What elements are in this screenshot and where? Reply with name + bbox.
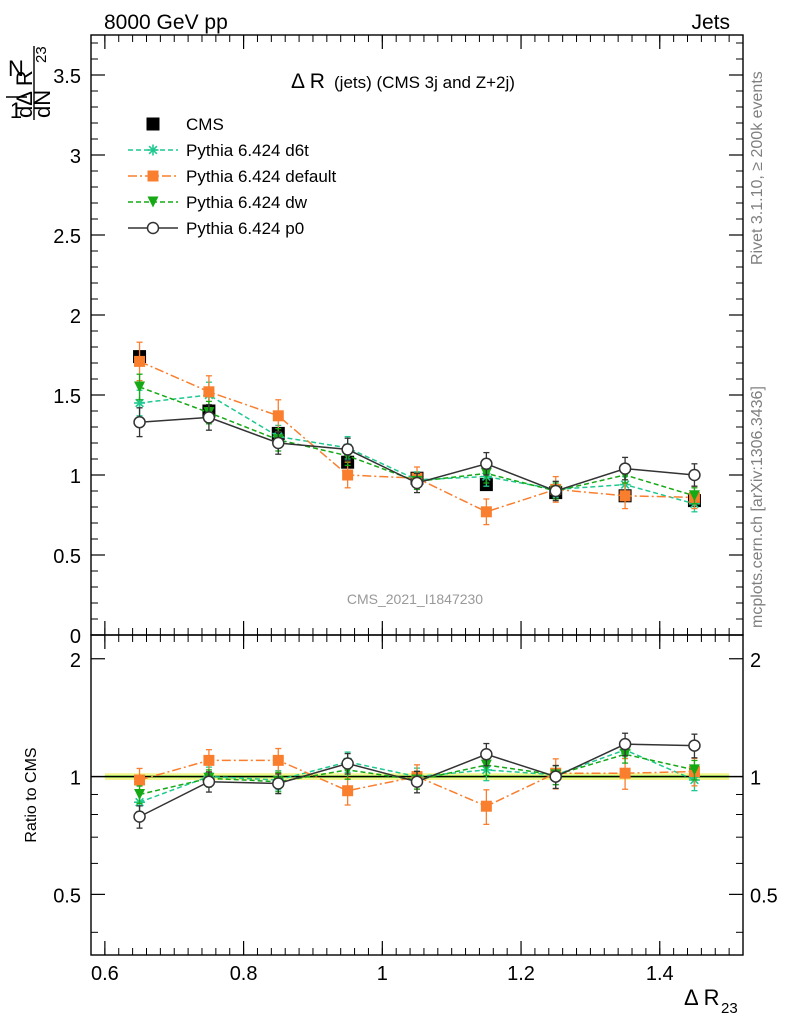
ratio-point (688, 764, 700, 776)
ratio-tick-label-right: 0.5 (750, 885, 778, 907)
ratio-tick-label-right: 1 (750, 768, 761, 790)
ratio-plot-marks (133, 732, 701, 829)
y-tick-label: 1 (70, 466, 81, 488)
series-point (480, 457, 493, 471)
ratio-point (619, 767, 631, 779)
ratio-series-pythia-6-424-p0 (133, 732, 701, 829)
series-point (549, 484, 562, 498)
legend-label: Pythia 6.424 dw (186, 193, 308, 212)
legend-label: Pythia 6.424 p0 (186, 219, 304, 238)
rivet-version-label: Rivet 3.1.10, ≥ 200k events (749, 71, 766, 265)
axes-ticks: 0.6 0.8 1 1.2 1.4 0 0.5 1 1.5 2 2.5 3 3.5 0.5 0.5 1 1 2 2 (53, 35, 778, 985)
y-tick-label: 2 (70, 306, 81, 328)
header-right-label: Jets (691, 11, 730, 34)
mcplots-label: mcplots.cern.ch [arXiv:1306.3436] (749, 386, 766, 628)
series-point (688, 468, 701, 482)
ratio-point (480, 748, 493, 761)
ratio-tick-label: 2 (70, 650, 81, 672)
ratio-point (134, 788, 146, 800)
ratio-point (134, 774, 146, 786)
ratio-point (410, 775, 424, 788)
series-point (272, 436, 285, 450)
x-tick-label: 1.2 (507, 963, 535, 985)
ratio-point (272, 754, 284, 766)
ratio-tick-label-right: 2 (750, 650, 761, 672)
series-pythia-6-424-default (134, 341, 700, 526)
legend-label: Pythia 6.424 d6t (186, 141, 309, 160)
y-tick-label: 1.5 (53, 386, 81, 408)
y-tick-label: 3 (70, 146, 81, 168)
legend-entry: Pythia 6.424 dw (128, 193, 308, 212)
ratio-point (133, 810, 146, 823)
series-point (133, 415, 146, 429)
ratio-point (342, 785, 354, 797)
x-label-subscript: 23 (721, 1000, 738, 1017)
title-main: Δ R (291, 70, 325, 93)
y-tick-label: 2.5 (53, 226, 81, 248)
series-pythia-6-424-p0 (133, 403, 701, 502)
series-point (688, 490, 700, 502)
ratio-plot-frame (90, 634, 744, 956)
series-point (134, 381, 146, 393)
title-sub: (jets) (CMS 3j and Z+2j) (334, 73, 515, 92)
series-point (619, 490, 631, 502)
series-point (410, 476, 424, 490)
series-point (134, 355, 146, 367)
legend-marker (147, 170, 159, 182)
chart-title: Δ R (jets) (CMS 3j and Z+2j) (291, 70, 515, 93)
legend-marker (147, 196, 159, 208)
legend-entry: CMS (146, 115, 224, 134)
y-label-denominator: dΔ R (12, 70, 37, 118)
legend-marker (146, 117, 160, 131)
ratio-tick-label: 0.5 (53, 885, 81, 907)
series-point (202, 411, 216, 424)
y-tick-label: 0 (70, 626, 81, 648)
y-axis-label: 1 N dN dΔ R 23 (6, 46, 55, 123)
series-point (342, 469, 354, 481)
legend-entry: Pythia 6.424 d6t (128, 141, 309, 160)
legend-label: CMS (186, 115, 224, 134)
legend-entry: Pythia 6.424 p0 (128, 219, 304, 238)
series-point (618, 462, 632, 475)
y-label-one: 1 (10, 98, 22, 123)
header-left-label: 8000 GeV pp (104, 11, 228, 34)
legend-entry: Pythia 6.424 default (128, 167, 337, 186)
ratio-point (618, 737, 632, 751)
y-label-n: N (8, 56, 24, 81)
ratio-point (203, 754, 215, 766)
analysis-id-label: CMS_2021_I1847230 (347, 591, 483, 607)
ratio-point (341, 757, 354, 770)
legend-marker (146, 221, 160, 235)
x-tick-label: 0.8 (230, 963, 258, 985)
x-tick-label: 1.4 (646, 963, 674, 985)
ratio-line (139, 749, 695, 803)
y-tick-label: 3.5 (53, 66, 81, 88)
x-tick-label: 1 (377, 963, 388, 985)
ratio-point (688, 739, 701, 752)
legend-marker (147, 144, 159, 156)
series-point (341, 443, 354, 456)
x-axis-label: Δ R 23 (684, 985, 738, 1017)
legend-label: Pythia 6.424 default (186, 167, 337, 186)
legend: CMS Pythia 6.424 d6t Pythia 6.424 default P… (128, 115, 337, 238)
ratio-point (202, 775, 216, 788)
series-line (139, 386, 695, 497)
ratio-point (549, 770, 562, 783)
main-plot-marks (133, 341, 701, 526)
series-point (272, 410, 284, 422)
ratio-y-label: Ratio to CMS (23, 747, 40, 842)
ratio-point (480, 800, 492, 812)
series-point (203, 386, 215, 398)
y-tick-label: 0.5 (53, 546, 81, 568)
x-tick-label: 0.6 (91, 963, 119, 985)
x-label-main: Δ R (684, 985, 719, 1010)
ratio-point (272, 777, 285, 790)
series-point (480, 506, 492, 518)
ratio-tick-label: 1 (70, 768, 81, 790)
y-label-subscript: 23 (33, 46, 50, 63)
